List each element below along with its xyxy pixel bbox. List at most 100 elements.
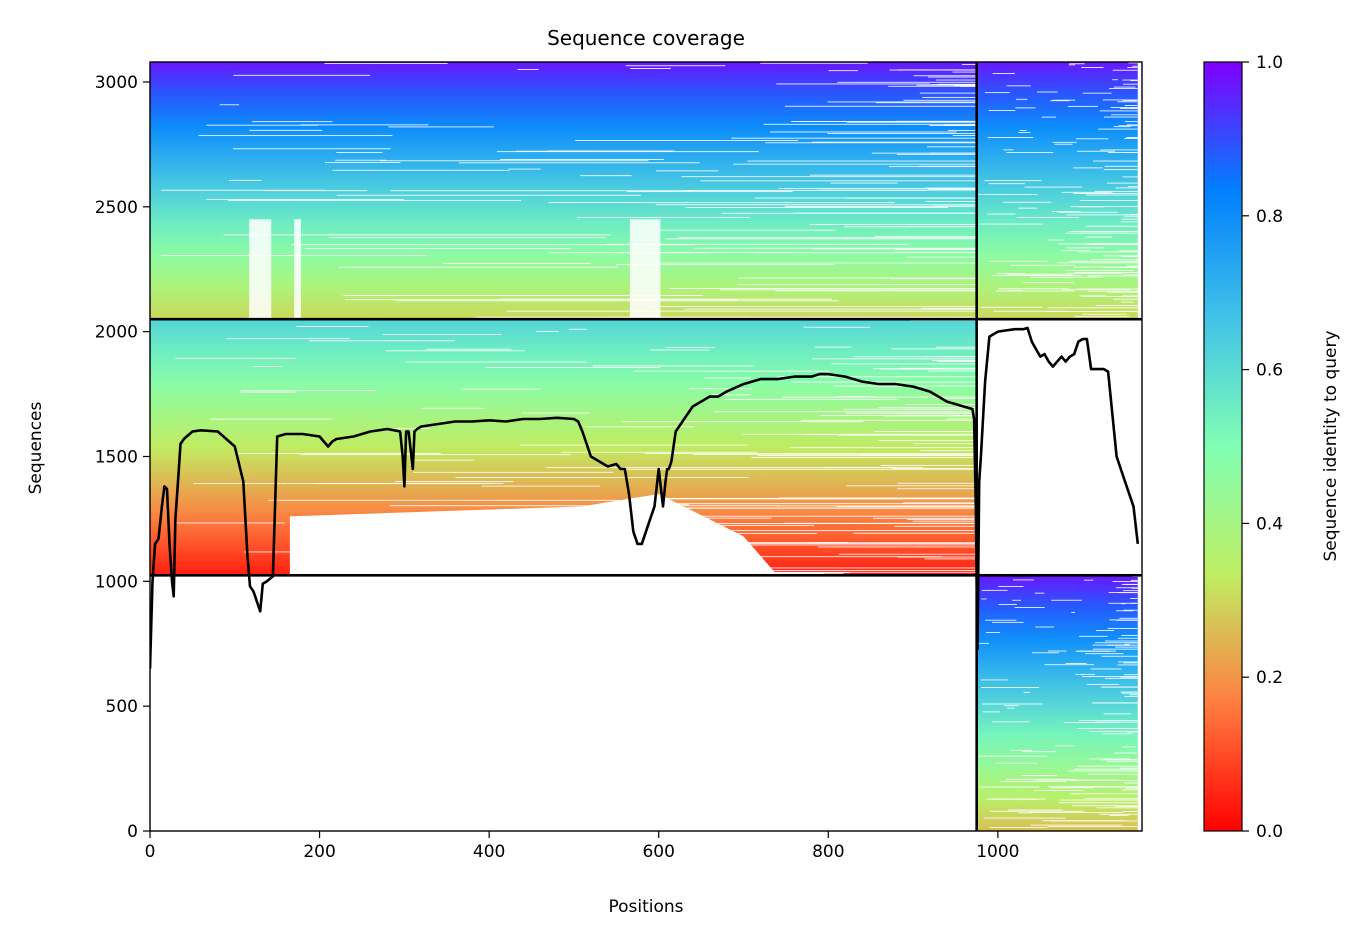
- gap-streak: [906, 224, 977, 226]
- gap-streak: [1107, 760, 1138, 762]
- gap-streak: [1071, 805, 1138, 807]
- gap-streak: [738, 277, 977, 279]
- gap-streak: [1122, 79, 1138, 81]
- gap-streak: [853, 532, 977, 534]
- gap-streak: [985, 619, 1017, 621]
- gap-streak: [1061, 191, 1113, 193]
- gap-streak: [1092, 644, 1138, 646]
- gap-streak: [232, 148, 391, 150]
- colorbar-tick-label: 0.4: [1256, 514, 1283, 534]
- gap-streak: [733, 163, 977, 165]
- gap-streak: [1035, 779, 1118, 781]
- x-axis-label: Positions: [608, 897, 683, 917]
- gap-streak: [1069, 231, 1138, 232]
- gap-streak: [1024, 186, 1082, 188]
- gap-streak: [757, 454, 977, 456]
- gap-streak: [1129, 107, 1138, 109]
- gap-streak: [585, 426, 695, 428]
- gap-streak: [1115, 587, 1138, 589]
- gap-streak: [1117, 101, 1138, 103]
- gap-streak: [790, 447, 977, 449]
- gap-streak: [575, 140, 799, 141]
- gap-streak: [805, 434, 977, 435]
- y-tick-label: 3000: [95, 73, 138, 93]
- gap-streak: [1121, 603, 1126, 605]
- gap-streak: [791, 381, 977, 383]
- gap-streak: [1113, 298, 1138, 300]
- colorbar-label: Sequence identity to query: [1321, 330, 1341, 561]
- gap-streak: [937, 361, 977, 362]
- gap-streak: [928, 189, 977, 190]
- gap-streak: [547, 150, 675, 152]
- gap-streak: [1015, 98, 1028, 100]
- gap-streak: [1066, 272, 1122, 274]
- gap-streak: [309, 340, 455, 342]
- gap-streak: [809, 174, 977, 176]
- gap-streak: [1022, 751, 1056, 753]
- gap-streak: [669, 288, 977, 289]
- gap-streak: [896, 153, 977, 155]
- gap-streak: [998, 288, 1069, 290]
- gap-streak: [1008, 809, 1063, 811]
- gap-streak: [1068, 260, 1138, 262]
- gap-streak: [714, 411, 977, 413]
- gap-streak: [389, 505, 780, 507]
- gap-streak: [948, 130, 977, 131]
- gap-streak: [646, 498, 903, 500]
- gap-streak: [1041, 820, 1126, 822]
- gap-streak: [240, 390, 377, 392]
- gap-column: [249, 219, 272, 320]
- gap-streak: [1078, 720, 1138, 722]
- gap-streak: [1130, 579, 1138, 581]
- x-tick-label: 0: [145, 842, 156, 862]
- gap-streak: [1087, 275, 1138, 277]
- gap-streak: [1122, 83, 1138, 85]
- gap-streak: [657, 229, 836, 231]
- gap-streak: [516, 150, 599, 152]
- gap-streak: [838, 553, 977, 555]
- gap-streak: [1123, 674, 1138, 676]
- gap-streak: [1013, 579, 1035, 581]
- gap-streak: [846, 485, 977, 487]
- x-tick-label: 400: [473, 842, 505, 862]
- gap-streak: [634, 503, 977, 505]
- gap-streak: [925, 200, 977, 202]
- gap-streak: [935, 346, 977, 348]
- gap-streak: [1081, 676, 1138, 677]
- gap-streak: [1124, 695, 1138, 697]
- plot-frame: [149, 61, 1143, 832]
- gap-streak: [1115, 187, 1138, 189]
- gap-streak: [1096, 630, 1115, 632]
- gap-streak: [1121, 635, 1138, 636]
- gap-streak: [819, 189, 977, 191]
- gap-streak: [831, 363, 977, 365]
- gap-streak: [927, 76, 977, 78]
- gap-streak: [998, 604, 1017, 605]
- gap-streak: [1100, 149, 1138, 151]
- coverage-line: [150, 326, 1140, 669]
- gap-streak: [233, 74, 371, 76]
- gap-streak: [1123, 152, 1138, 153]
- gap-streak: [1090, 668, 1122, 670]
- gap-streak: [251, 121, 333, 123]
- gap-streak: [1121, 256, 1138, 257]
- gap-streak: [1069, 793, 1138, 795]
- gap-streak: [1109, 814, 1129, 816]
- gap-streak: [836, 396, 877, 397]
- gap-streak: [210, 418, 332, 420]
- gap-streak: [1007, 707, 1015, 709]
- gap-streak: [700, 180, 977, 182]
- gap-streak: [249, 129, 323, 131]
- gap-streak: [666, 347, 715, 348]
- gap-streak: [1034, 592, 1045, 594]
- gap-streak: [1075, 673, 1096, 675]
- gap-streak: [394, 481, 514, 483]
- gap-streak: [1079, 635, 1108, 637]
- gap-streak: [324, 162, 401, 163]
- gap-streak: [656, 170, 719, 172]
- gap-streak: [623, 468, 977, 470]
- gap-streak: [696, 515, 977, 517]
- gap-streak: [617, 569, 977, 571]
- gap-streak: [1018, 812, 1033, 814]
- gap-streak: [846, 121, 977, 123]
